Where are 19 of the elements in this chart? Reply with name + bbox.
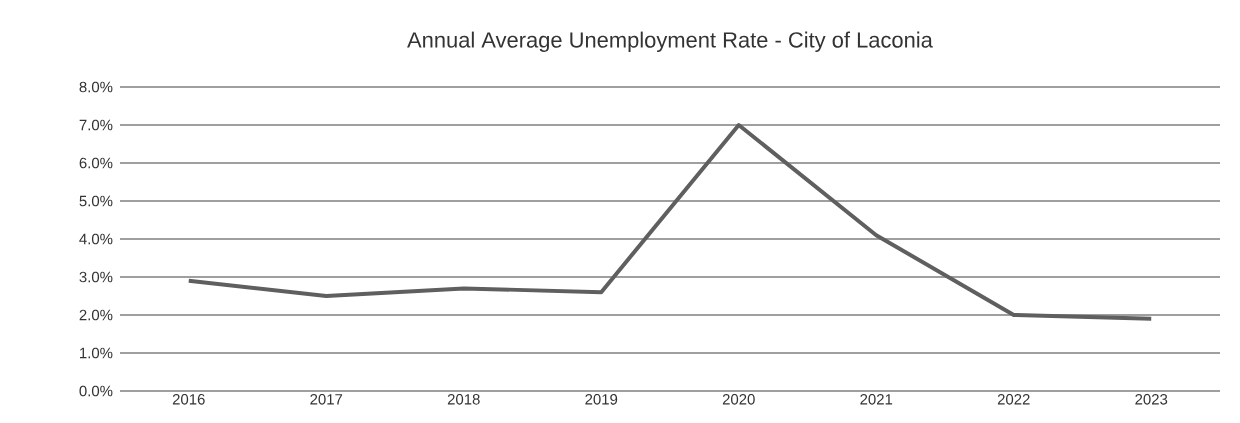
x-tick-label: 2022 xyxy=(997,394,1030,405)
line-series xyxy=(186,123,1154,321)
x-tick-label: 2019 xyxy=(585,394,618,405)
y-tick-label: 7.0% xyxy=(79,119,113,131)
x-tick-label: 2017 xyxy=(310,394,343,405)
y-tick-label: 4.0% xyxy=(79,233,113,245)
y-tick-label: 8.0% xyxy=(79,81,113,93)
x-tick-label: 2020 xyxy=(722,394,755,405)
y-tick-label: 0.0% xyxy=(79,385,113,397)
y-tick-label: 6.0% xyxy=(79,157,113,169)
y-tick-label: 1.0% xyxy=(80,347,113,359)
y-tick-label: 5.0% xyxy=(79,195,113,207)
x-tick-label: 2016 xyxy=(172,394,205,405)
chart-title: Annual Average Unemployment Rate - City of Laconia xyxy=(407,31,933,52)
y-tick-label: 3.0% xyxy=(79,271,113,283)
x-tick-label: 2023 xyxy=(1135,394,1168,405)
x-tick-label: 2018 xyxy=(447,394,480,405)
y-tick-label: 2.0% xyxy=(79,309,113,321)
x-tick-label: 2021 xyxy=(860,394,893,405)
